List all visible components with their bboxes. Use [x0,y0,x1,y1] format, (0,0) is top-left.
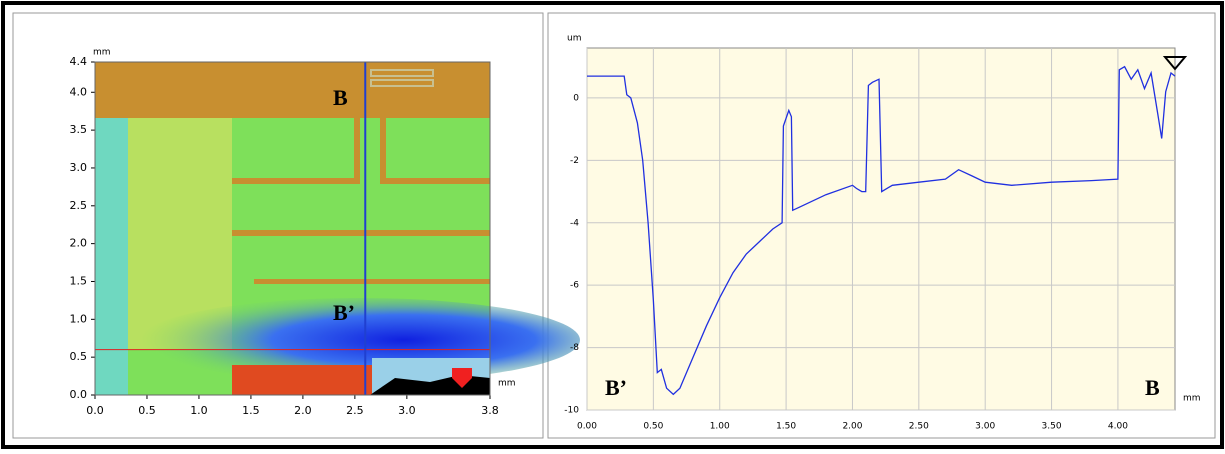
y-tick-label: -2 [570,156,579,166]
x-tick-label: 2.00 [842,422,862,432]
y-tick-label: 3.5 [70,123,88,136]
x-tick-label: 3.50 [1042,422,1062,432]
y-tick-label: 4.4 [70,55,88,68]
y-tick-label: 2.5 [70,199,88,212]
y-tick-label: -10 [564,406,579,416]
x-tick-label: 1.50 [776,422,796,432]
x-tick-label: 3.0 [398,404,416,417]
x-tick-label: 3.00 [975,422,995,432]
x-axis-unit: mm [498,379,516,389]
annotation: B [1145,375,1160,400]
plot-area [586,47,1176,411]
x-tick-label: 2.50 [909,422,929,432]
x-tick-label: 1.00 [710,422,730,432]
x-axis-unit: mm [1183,394,1201,404]
y-tick-label: 3.0 [70,161,88,174]
x-tick-label: 1.5 [242,404,260,417]
x-tick-label: 0.50 [643,422,663,432]
y-axis-unit: um [567,34,581,44]
x-tick-label: 2.5 [346,404,364,417]
profile-line [587,65,1176,396]
height-map [95,62,580,395]
y-tick-label: 1.0 [70,312,88,325]
y-tick-label: -8 [570,343,579,353]
x-tick-label: 1.0 [190,404,208,417]
annotation: B [333,85,348,110]
x-tick-label: 2.0 [294,404,312,417]
y-axis-unit: mm [93,48,111,58]
x-tick-label: 3.8 [481,404,499,417]
plot-border [94,61,491,396]
annotation: B’ [605,375,627,400]
y-tick-label: 1.5 [70,274,88,287]
x-tick-label: 4.00 [1108,422,1128,432]
x-tick-label: 0.0 [86,404,104,417]
x-tick-label: 0.00 [577,422,597,432]
y-tick-label: 0.5 [70,350,88,363]
y-tick-label: 4.0 [70,85,88,98]
y-tick-label: 0 [573,93,579,103]
y-tick-label: 2.0 [70,237,88,250]
x-tick-label: 0.5 [138,404,156,417]
y-tick-label: 0.0 [70,388,88,401]
marker-icon [1162,56,1188,71]
y-tick-label: -4 [570,218,579,228]
y-tick-label: -6 [570,281,579,291]
annotation: B’ [333,300,355,325]
